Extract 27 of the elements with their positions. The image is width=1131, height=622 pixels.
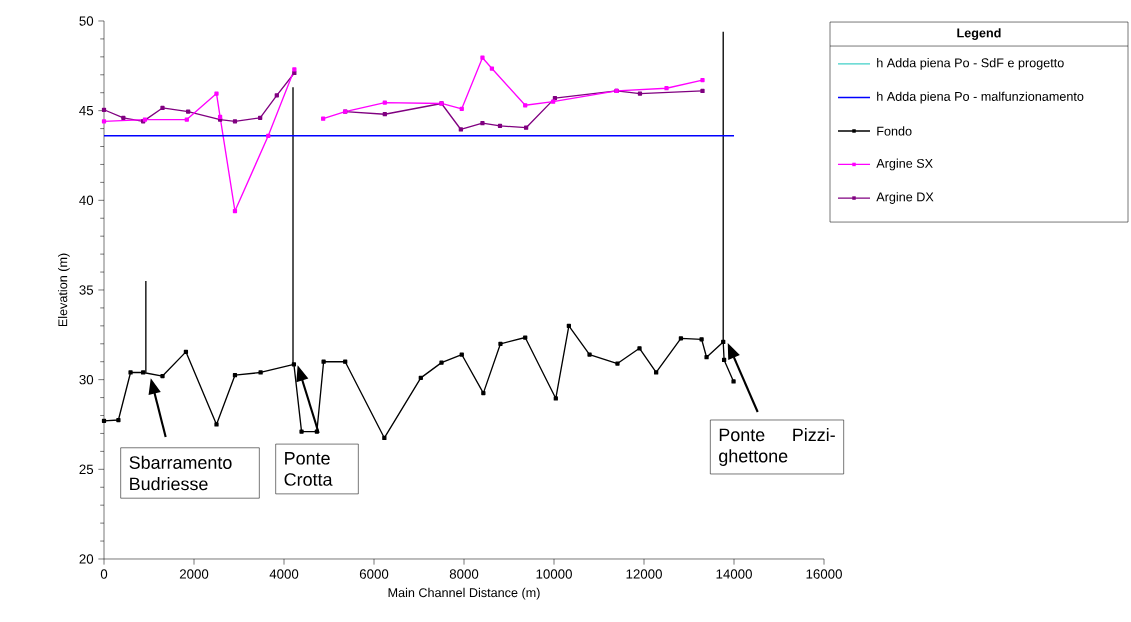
legend-label: h Adda piena Po - SdF e progetto [877, 58, 1064, 70]
y-tick-label: 35 [79, 285, 94, 295]
y-tick-label: 50 [79, 16, 94, 26]
x-tick-label: 10000 [536, 569, 572, 579]
y-axis-title: Elevation (m) [57, 253, 70, 327]
y-tick-label: 25 [79, 464, 94, 475]
legend-label: Argine SX [876, 158, 933, 171]
x-axis-title: Main Channel Distance (m) [388, 587, 540, 600]
x-tick-label: 14000 [716, 569, 752, 579]
legend-label: Argine DX [876, 192, 934, 204]
legend-label: Fondo [877, 126, 912, 136]
x-tick-label: 6000 [359, 569, 389, 579]
annotation: Ponte Crotta [284, 452, 333, 486]
legend-title: Legend [957, 28, 1001, 40]
y-tick-label: 30 [79, 374, 94, 385]
x-tick-label: 2000 [179, 569, 209, 579]
legend-label: h Adda piena Po - malfunzionamento [877, 91, 1084, 104]
y-tick-label: 40 [79, 195, 94, 206]
y-tick-label: 45 [79, 106, 94, 116]
annotation: Sbarramento Budriesse [129, 455, 232, 491]
x-tick-label: 12000 [626, 569, 662, 579]
x-tick-label: 16000 [806, 569, 842, 579]
x-tick-label: 4000 [269, 569, 299, 579]
x-tick-label: 8000 [449, 569, 479, 579]
y-tick-label: 20 [79, 554, 94, 564]
x-tick-label: 0 [100, 569, 108, 579]
annotation: Ponte Pizzi-ghettone [719, 427, 835, 466]
